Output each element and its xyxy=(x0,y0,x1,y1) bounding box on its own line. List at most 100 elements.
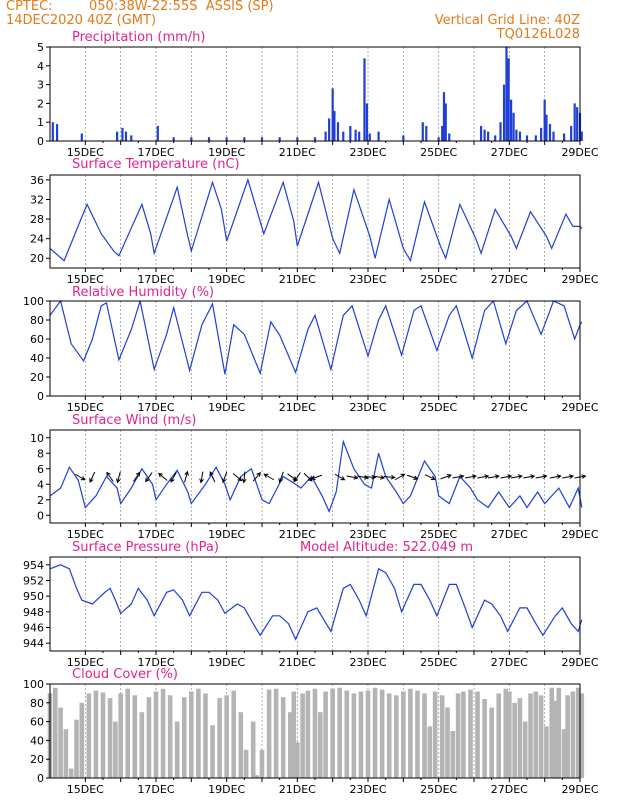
cloud-bar xyxy=(305,690,311,778)
y-tick-label: 8 xyxy=(37,447,44,460)
y-tick-label: 40 xyxy=(30,734,44,747)
x-tick-label: 19DEC xyxy=(208,273,245,286)
y-tick-label: 20 xyxy=(30,371,44,384)
precip-bar xyxy=(479,125,483,141)
cloud-bar xyxy=(93,690,99,778)
wind-title: Surface Wind (m/s) xyxy=(72,413,196,428)
wind-arrow xyxy=(310,474,323,480)
cloud-bar xyxy=(455,693,461,778)
pressure-title: Surface Pressure (hPa) xyxy=(72,540,219,555)
wind-arrow xyxy=(209,471,216,483)
wind-arrow xyxy=(303,472,313,482)
cloud-bar xyxy=(556,687,562,778)
precip-bar xyxy=(573,103,576,141)
cloud-bar xyxy=(408,688,413,778)
x-tick-label: 17DEC xyxy=(137,146,174,159)
y-tick-label: 4 xyxy=(37,60,44,73)
x-tick-label: 15DEC xyxy=(67,783,104,796)
precip-bar xyxy=(363,58,366,141)
x-tick-label: 17DEC xyxy=(137,401,174,414)
y-tick-label: 2 xyxy=(37,97,44,110)
x-tick-label: 23DEC xyxy=(349,401,386,414)
wind-arrow xyxy=(293,472,301,483)
x-tick-label: 15DEC xyxy=(67,273,104,286)
precip-bar xyxy=(510,99,513,141)
cloud-bar xyxy=(482,699,487,778)
cloud-bar xyxy=(415,690,420,778)
precip-bar xyxy=(207,137,211,141)
precip-bar xyxy=(358,131,361,141)
x-tick-label: 21DEC xyxy=(279,273,316,286)
precip-bar xyxy=(324,131,327,141)
wind-arrow xyxy=(252,471,261,482)
precip-bar xyxy=(116,131,119,141)
cloud-bar xyxy=(118,693,123,778)
x-tick-label: 23DEC xyxy=(349,273,386,286)
temperature-series-line xyxy=(49,177,583,263)
y-tick-label: 60 xyxy=(30,716,44,729)
cloud-bar xyxy=(250,721,256,778)
x-tick-label: 27DEC xyxy=(491,146,528,159)
cloud-bar xyxy=(475,691,480,778)
precip-bar xyxy=(51,122,54,141)
x-tick-label: 19DEC xyxy=(208,401,245,414)
cloud-bar xyxy=(300,693,305,778)
header-location: 050:38W-22:55S ASSIS (SP) xyxy=(89,0,274,14)
cloud-bar xyxy=(468,689,473,778)
wind-arrow xyxy=(562,474,575,479)
x-tick-label: 23DEC xyxy=(349,656,386,669)
precip-bar xyxy=(172,137,175,141)
wind-arrow xyxy=(424,474,436,481)
precip-bar xyxy=(499,122,502,141)
wind-arrow xyxy=(170,471,177,483)
precip-bar xyxy=(543,99,546,141)
cloud-bar xyxy=(351,693,357,778)
cloud-bar xyxy=(86,693,92,778)
cloud-bar xyxy=(533,691,539,778)
cloud-bar xyxy=(196,688,201,778)
y-tick-label: 0 xyxy=(37,772,44,785)
cloud-bar xyxy=(58,707,63,778)
wind-arrow xyxy=(523,474,536,479)
cloud-bar xyxy=(528,693,533,778)
wind-arrow xyxy=(232,473,243,482)
precip-bar xyxy=(333,110,336,141)
cloud-bar xyxy=(496,693,502,778)
x-tick-label: 21DEC xyxy=(279,528,316,541)
plot-frame xyxy=(49,174,581,269)
cloud-bar xyxy=(160,688,166,778)
precipitation-panel: 0 1 2 3 4 5 15DEC 17DEC 19DEC 21DEC 23DEC 25DEC 27DE… xyxy=(37,30,599,159)
cloud-bar xyxy=(393,695,399,778)
header-code: TQ0126L028 xyxy=(496,27,580,42)
precip-bar xyxy=(260,137,264,141)
y-tick-label: 0 xyxy=(37,509,44,522)
x-tick-label: 29DEC xyxy=(561,783,598,796)
cloud-bar xyxy=(217,698,222,778)
wind-arrow xyxy=(184,470,189,483)
cloud-bar xyxy=(174,721,180,778)
precip-bar xyxy=(512,112,515,141)
cloud-bar xyxy=(461,691,466,778)
cloud-bar xyxy=(153,691,159,778)
wind-arrow xyxy=(199,471,204,484)
wind-arrow xyxy=(241,471,247,484)
precip-bar xyxy=(225,137,228,141)
wind-arrow xyxy=(500,474,513,479)
cloud-bar xyxy=(280,697,286,778)
precip-bar xyxy=(563,133,566,141)
cloud-bar xyxy=(552,700,558,778)
y-tick-label: 944 xyxy=(23,637,44,650)
precip-bar xyxy=(507,58,510,141)
x-tick-label: 25DEC xyxy=(420,528,457,541)
y-tick-label: 24 xyxy=(30,233,44,246)
y-tick-label: 3 xyxy=(37,79,44,92)
wind-arrow xyxy=(116,471,121,484)
precip-bar xyxy=(243,137,246,141)
cloud-bar xyxy=(266,689,272,778)
wind-arrow xyxy=(263,473,275,481)
cloud-bar xyxy=(422,693,427,778)
header-run: 14DEC2020 40Z (GMT) xyxy=(6,13,157,28)
cloud-bar xyxy=(100,692,106,778)
precip-bar xyxy=(278,137,281,141)
y-tick-label: 80 xyxy=(30,697,44,710)
